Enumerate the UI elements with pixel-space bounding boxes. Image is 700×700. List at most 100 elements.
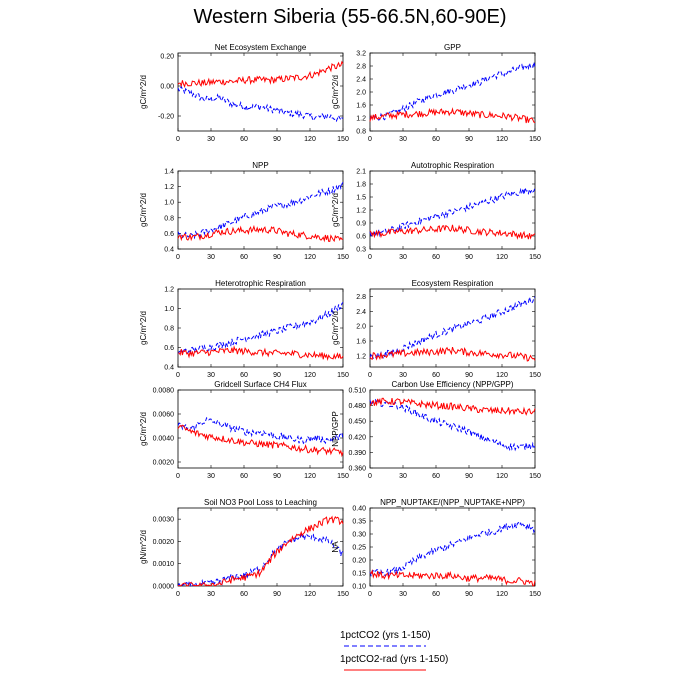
y-tick-label: 0.20 <box>352 558 366 565</box>
x-tick-label: 30 <box>399 136 407 143</box>
series-line-1pctco2-rad <box>177 424 344 458</box>
y-tick-label: 0.6 <box>356 234 366 241</box>
x-tick-label: 30 <box>399 591 407 598</box>
y-tick-label: 1.2 <box>356 208 366 215</box>
x-tick-label: 0 <box>176 591 180 598</box>
y-tick-label: 0.25 <box>352 545 366 552</box>
x-tick-label: 0 <box>176 372 180 379</box>
panel-title: GPP <box>444 43 461 52</box>
y-tick-label: 2.4 <box>356 309 366 316</box>
x-tick-label: 150 <box>529 591 541 598</box>
series-line-1pctco2 <box>177 301 344 356</box>
y-axis-label: gN/m^2/d <box>139 530 148 564</box>
y-tick-label: 0.9 <box>356 221 366 228</box>
x-tick-label: 60 <box>240 136 248 143</box>
y-tick-label: 1.2 <box>164 184 174 191</box>
x-tick-label: 150 <box>529 254 541 261</box>
panel-ecosystem-respiration: Ecosystem Respiration gC/m^2/d 0 30 60 90 120 1… <box>331 279 541 379</box>
x-tick-label: 90 <box>273 372 281 379</box>
plot-frame <box>177 52 344 132</box>
x-tick-label: 150 <box>337 473 349 480</box>
y-tick-label: 0.3 <box>356 247 366 254</box>
x-tick-label: 0 <box>176 254 180 261</box>
y-tick-label: 2.0 <box>356 324 366 331</box>
y-axis-label: gC/m^2/d <box>331 193 340 227</box>
y-axis-label: gC/m^2/d <box>139 75 148 109</box>
x-tick-label: 30 <box>399 254 407 261</box>
x-tick-label: 0 <box>368 473 372 480</box>
panel-autotrophic-respiration: Autotrophic Respiration gC/m^2/d 0 30 60 90 12… <box>331 161 541 261</box>
y-tick-label: 0.0000 <box>153 584 175 591</box>
y-tick-label: 0.390 <box>348 450 366 457</box>
series-line-1pctco2-rad <box>177 345 344 361</box>
x-tick-label: 60 <box>432 136 440 143</box>
y-tick-label: 0.480 <box>348 403 366 410</box>
legend-swatch-1pctco2 <box>344 645 426 647</box>
x-tick-label: 0 <box>368 372 372 379</box>
x-tick-label: 0 <box>176 136 180 143</box>
panel-carbon-use-efficiency-npp-gpp: Carbon Use Efficiency (NPP/GPP) NPP/GPP 0 3… <box>331 380 541 480</box>
y-tick-label: 0.6 <box>164 345 174 352</box>
legend-entry-1pctco2: 1pctCO2 (yrs 1-150) <box>340 630 431 652</box>
panel-soil-no3-pool-loss-to-leaching: Soil NO3 Pool Loss to Leaching gN/m^2/d 0 3… <box>139 498 349 598</box>
panel-title: Soil NO3 Pool Loss to Leaching <box>204 498 317 507</box>
y-tick-label: 0.8 <box>164 326 174 333</box>
legend-entry-1pctco2-rad: 1pctCO2-rad (yrs 1-150) <box>340 654 449 676</box>
y-tick-label: 1.6 <box>356 339 366 346</box>
legend-swatch-1pctco2-rad <box>344 669 426 671</box>
panel-title: Heterotrophic Respiration <box>215 279 306 288</box>
x-tick-label: 90 <box>273 473 281 480</box>
y-tick-label: 0.8 <box>356 129 366 136</box>
series-line-1pctco2-rad <box>369 224 536 240</box>
x-tick-label: 30 <box>207 473 215 480</box>
x-tick-label: 30 <box>399 473 407 480</box>
y-tick-label: 1.6 <box>356 103 366 110</box>
y-tick-label: 0.360 <box>348 466 366 473</box>
y-tick-label: 0.6 <box>164 231 174 238</box>
y-tick-label: 0.450 <box>348 419 366 426</box>
x-tick-label: 60 <box>240 372 248 379</box>
x-tick-label: 120 <box>304 591 316 598</box>
x-tick-label: 150 <box>337 254 349 261</box>
x-tick-label: 0 <box>368 136 372 143</box>
series-line-1pctco2 <box>177 533 344 588</box>
panel-heterotrophic-respiration: Heterotrophic Respiration gC/m^2/d 0 30 60 90… <box>139 279 349 379</box>
y-tick-label: 0.30 <box>352 532 366 539</box>
x-tick-label: 120 <box>496 591 508 598</box>
legend-label-1pctco2-rad: 1pctCO2-rad (yrs 1-150) <box>340 654 449 665</box>
y-tick-label: 2.1 <box>356 169 366 176</box>
x-tick-label: 120 <box>304 254 316 261</box>
y-axis-label: gC/m^2/d <box>331 75 340 109</box>
y-tick-label: 0.0020 <box>153 460 175 467</box>
y-axis-label: gC/m^2/d <box>139 311 148 345</box>
x-tick-label: 30 <box>207 591 215 598</box>
x-tick-label: 120 <box>496 136 508 143</box>
y-tick-label: 2.4 <box>356 77 366 84</box>
series-line-1pctco2-rad <box>369 107 536 124</box>
x-tick-label: 60 <box>240 473 248 480</box>
x-tick-label: 90 <box>465 136 473 143</box>
series-line-1pctco2 <box>369 398 536 452</box>
y-tick-label: 0.0010 <box>153 561 175 568</box>
x-tick-label: 90 <box>465 591 473 598</box>
x-tick-label: 150 <box>529 372 541 379</box>
x-tick-label: 120 <box>496 254 508 261</box>
y-tick-label: 0.35 <box>352 519 366 526</box>
x-tick-label: 120 <box>304 136 316 143</box>
y-axis-label: NPP/GPP <box>331 411 340 447</box>
x-tick-label: 120 <box>304 372 316 379</box>
y-tick-label: 0.0040 <box>153 436 175 443</box>
x-tick-label: 150 <box>529 136 541 143</box>
legend: 1pctCO2 (yrs 1-150) 1pctCO2-rad (yrs 1-1… <box>340 630 449 676</box>
x-tick-label: 150 <box>337 591 349 598</box>
plot-frame <box>177 507 344 587</box>
y-tick-label: 0.4 <box>164 247 174 254</box>
series-line-1pctco2 <box>369 62 536 121</box>
plot-frame <box>369 507 536 587</box>
panel-title: Autotrophic Respiration <box>411 161 494 170</box>
y-tick-label: -0.20 <box>158 114 174 121</box>
x-tick-label: 60 <box>240 254 248 261</box>
plot-frame <box>177 389 344 469</box>
y-tick-label: 2.8 <box>356 294 366 301</box>
